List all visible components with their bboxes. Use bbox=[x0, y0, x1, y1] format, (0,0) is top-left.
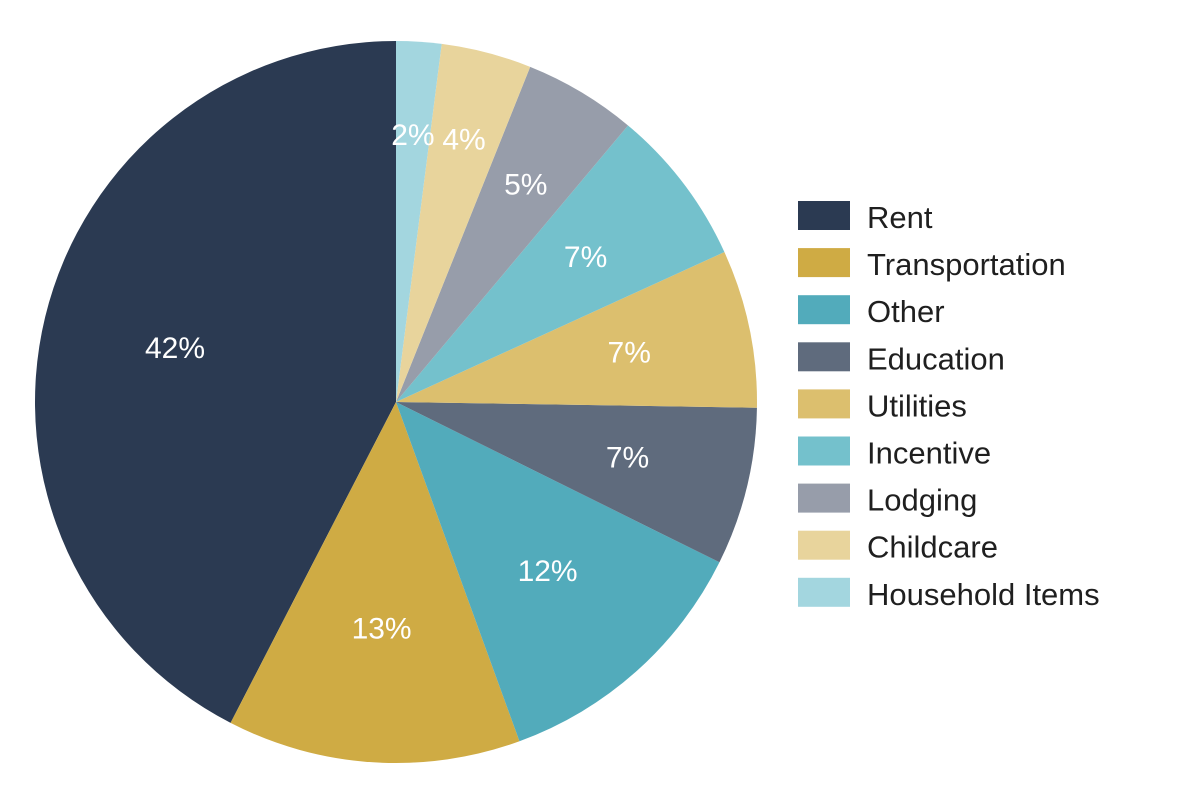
legend-label: Other bbox=[867, 294, 945, 329]
legend-swatch bbox=[798, 530, 850, 560]
slice-label-childcare: 4% bbox=[442, 123, 485, 156]
legend-label: Childcare bbox=[867, 530, 998, 565]
legend-item-rent: Rent bbox=[798, 200, 933, 235]
slice-label-household-items: 2% bbox=[391, 119, 434, 152]
legend-label: Utilities bbox=[867, 388, 967, 423]
slice-label-utilities: 7% bbox=[608, 337, 651, 370]
slice-label-lodging: 5% bbox=[504, 169, 547, 202]
legend-swatch bbox=[798, 342, 850, 372]
legend-item-other: Other bbox=[798, 294, 945, 329]
slice-label-transportation: 13% bbox=[352, 613, 412, 646]
legend-item-incentive: Incentive bbox=[798, 436, 991, 471]
legend-label: Lodging bbox=[867, 483, 977, 518]
legend-swatch bbox=[798, 483, 850, 513]
legend-item-utilities: Utilities bbox=[798, 388, 967, 423]
legend-label: Transportation bbox=[867, 247, 1066, 282]
pie-slice-other bbox=[396, 402, 720, 742]
pie-slice-rent bbox=[34, 41, 397, 723]
legend-swatch bbox=[798, 201, 850, 230]
legend-swatch bbox=[798, 436, 850, 466]
legend-item-lodging: Lodging bbox=[798, 483, 977, 518]
legend-item-education: Education bbox=[798, 341, 1005, 376]
pie-slices bbox=[34, 41, 757, 764]
legend-swatch bbox=[798, 577, 850, 607]
pie-slice-transportation bbox=[230, 402, 520, 764]
legend-item-household-items: Household Items bbox=[798, 577, 1100, 612]
slice-label-rent: 42% bbox=[145, 332, 205, 365]
legend-label: Education bbox=[867, 341, 1005, 376]
pie-slice-education bbox=[396, 402, 757, 563]
legend-label: Incentive bbox=[867, 436, 991, 471]
legend-item-transportation: Transportation bbox=[798, 247, 1066, 282]
pie-slice-childcare bbox=[396, 43, 531, 403]
slice-label-incentive: 7% bbox=[564, 241, 607, 274]
legend: Rent Transportation Other Education Utilitie… bbox=[798, 200, 1100, 612]
legend-swatch bbox=[798, 295, 850, 325]
pie-slice-lodging bbox=[396, 66, 629, 403]
legend-item-childcare: Childcare bbox=[798, 530, 998, 565]
slice-label-education: 7% bbox=[606, 442, 649, 475]
legend-label: Rent bbox=[867, 200, 933, 235]
pie-slice-utilities bbox=[396, 252, 757, 408]
pie-slice-household-items bbox=[396, 41, 442, 402]
pie-slice-labels: 42% 13% 12% 7% 7% 7% 5% 4%2% bbox=[145, 119, 651, 646]
legend-swatch bbox=[798, 248, 850, 278]
legend-swatch bbox=[798, 389, 850, 419]
legend-label: Household Items bbox=[867, 577, 1100, 612]
pie-slice-incentive bbox=[396, 125, 725, 403]
slice-label-other: 12% bbox=[518, 555, 578, 588]
